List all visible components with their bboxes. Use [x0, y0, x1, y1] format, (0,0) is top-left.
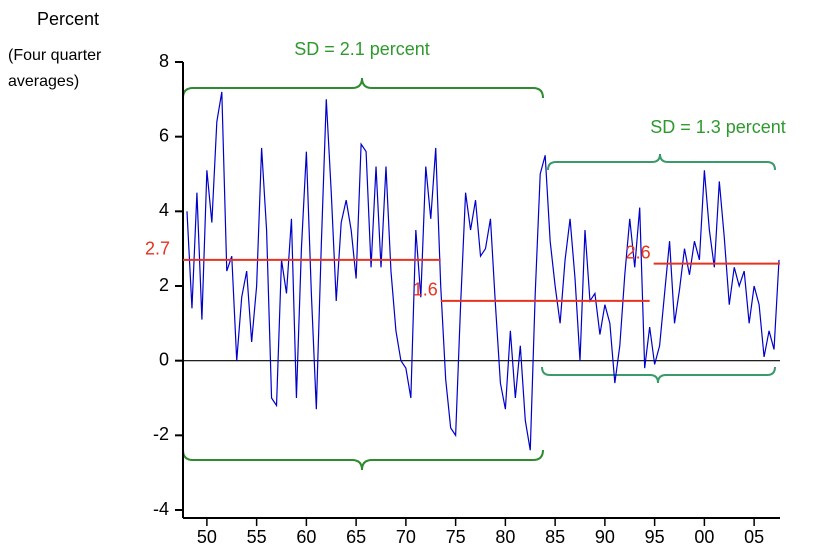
x-tick-label: 50 [197, 527, 217, 547]
brace [182, 449, 544, 471]
annotation: SD = 2.1 percent [294, 39, 430, 59]
x-tick-label: 75 [446, 527, 466, 547]
x-tick-label: 80 [495, 527, 515, 547]
y-tick-label: 4 [159, 200, 169, 220]
brace [182, 77, 544, 99]
y-tick-label: 0 [159, 349, 169, 369]
y-tick-label: -4 [153, 499, 169, 519]
brace [547, 153, 776, 171]
y-tick-label: -2 [153, 424, 169, 444]
x-tick-label: 95 [645, 527, 665, 547]
y-tick-label: 8 [159, 51, 169, 71]
data-line [186, 91, 780, 451]
x-tick-label: 65 [346, 527, 366, 547]
mean-label: 2.7 [145, 239, 170, 259]
x-tick-label: 05 [744, 527, 764, 547]
mean-label: 1.6 [413, 280, 438, 300]
annotation: SD = 1.3 percent [650, 117, 786, 137]
y-tick-label: 2 [159, 275, 169, 295]
x-tick-label: 00 [694, 527, 714, 547]
x-tick-label: 55 [247, 527, 267, 547]
x-tick-label: 85 [545, 527, 565, 547]
x-tick-label: 60 [296, 527, 316, 547]
y-label: averages) [8, 73, 79, 90]
brace [541, 366, 776, 384]
y-tick-label: 6 [159, 125, 169, 145]
x-tick-label: 90 [595, 527, 615, 547]
mean-label: 2.6 [626, 242, 651, 262]
y-label: Percent [37, 9, 99, 29]
x-tick-label: 70 [396, 527, 416, 547]
y-label: (Four quarter [8, 47, 102, 64]
